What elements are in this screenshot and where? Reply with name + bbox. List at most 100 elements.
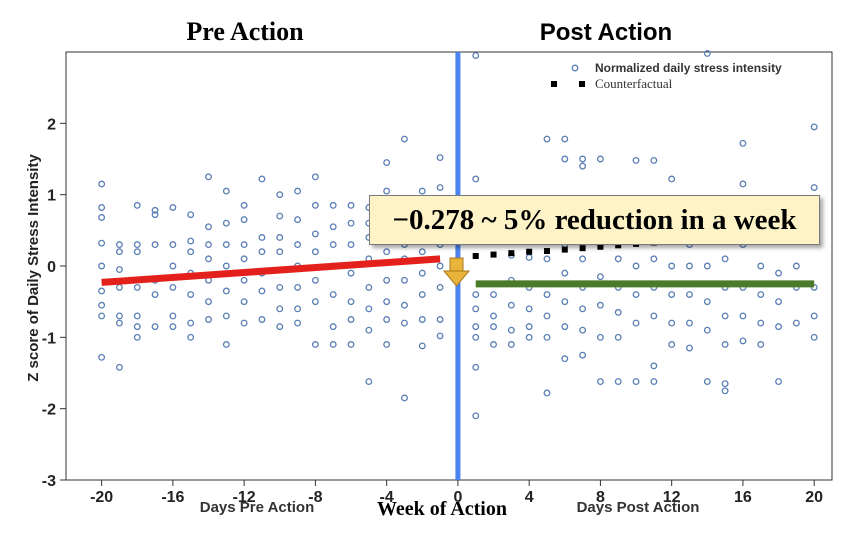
stress-point — [561, 323, 569, 331]
stress-point — [472, 175, 480, 183]
stress-point — [507, 326, 515, 334]
stress-point — [311, 341, 319, 348]
stress-point — [561, 355, 569, 363]
stress-point — [401, 394, 408, 402]
stress-point — [614, 308, 622, 316]
x-tick-label: 12 — [663, 489, 681, 506]
stress-point — [543, 291, 551, 298]
stress-point — [205, 316, 212, 323]
legend-label-stress: Normalized daily stress intensity — [595, 61, 782, 75]
stress-point — [222, 219, 230, 227]
stress-point — [205, 255, 212, 263]
stress-point — [205, 298, 212, 306]
legend: Normalized daily stress intensityCounter… — [551, 61, 782, 91]
y-axis-label: Z score of Daily Stress Intensity — [25, 154, 42, 382]
stress-point — [472, 323, 480, 331]
stress-point — [311, 276, 319, 284]
stress-point — [276, 248, 284, 256]
stress-point — [739, 180, 747, 188]
stress-point — [721, 380, 729, 388]
y-tick-label: 2 — [47, 116, 56, 133]
stress-point — [401, 276, 408, 284]
stress-point — [276, 212, 284, 220]
stress-point — [329, 341, 337, 348]
stress-point — [632, 156, 640, 164]
stress-point — [383, 248, 391, 256]
stress-point — [472, 333, 480, 341]
stress-point — [668, 319, 676, 327]
stress-point — [258, 175, 266, 183]
stress-point — [507, 301, 515, 309]
plot-frame — [65, 51, 833, 481]
stress-point — [276, 323, 284, 331]
stress-point — [240, 298, 248, 306]
stress-point — [757, 291, 765, 298]
stress-point — [294, 283, 302, 291]
stress-point — [810, 123, 818, 131]
reduction-callout: −0.278 ~ 5% reduction in a week — [369, 195, 820, 245]
stress-point — [329, 323, 337, 331]
counterfactual-point — [543, 248, 550, 255]
stress-point — [775, 298, 783, 306]
x-tick-label: -12 — [233, 489, 256, 506]
counterfactual-point — [615, 242, 622, 249]
stress-point — [490, 341, 497, 348]
stress-point — [632, 291, 640, 298]
stress-point — [115, 241, 123, 249]
x-axis-label-left: Days Pre Action — [200, 499, 315, 516]
stress-point — [98, 312, 106, 320]
stress-point — [383, 316, 391, 323]
stress-point — [507, 341, 515, 348]
stress-point — [365, 305, 373, 313]
stress-point — [240, 216, 248, 224]
stress-point — [543, 135, 551, 143]
stress-point — [686, 291, 693, 298]
x-tick-label: 0 — [453, 489, 462, 506]
stress-point — [561, 298, 569, 306]
stress-point — [401, 319, 408, 327]
stress-point — [436, 283, 444, 291]
stress-point — [792, 319, 800, 327]
stress-point — [98, 301, 106, 309]
stress-point — [294, 241, 302, 249]
stress-point — [329, 201, 337, 209]
stress-point — [632, 262, 640, 270]
stress-point — [739, 337, 747, 345]
y-tick-label: 1 — [47, 188, 56, 205]
stress-point — [596, 301, 604, 309]
stress-point — [115, 248, 123, 256]
stress-point — [311, 173, 319, 181]
stress-point — [133, 241, 141, 249]
stress-point — [650, 312, 658, 320]
trend-lines — [101, 255, 815, 288]
stress-point — [205, 241, 212, 249]
stress-point — [775, 269, 783, 277]
stress-point — [98, 204, 106, 211]
stress-point — [686, 319, 693, 327]
stress-point — [757, 341, 765, 348]
stress-point — [383, 276, 391, 284]
counterfactual-point — [490, 251, 497, 258]
stress-point — [401, 135, 408, 143]
y-tick-label: -2 — [42, 402, 56, 419]
x-axis-label-center: Week of Action — [377, 498, 507, 520]
stress-point — [347, 219, 355, 227]
stress-point — [169, 323, 177, 331]
stress-point — [151, 241, 159, 249]
stress-point — [418, 291, 426, 298]
counterfactual-point — [561, 246, 568, 253]
stress-point — [525, 253, 533, 261]
x-tick-label: -4 — [380, 489, 394, 506]
stress-point — [561, 269, 569, 277]
heading-post-action: Post Action — [540, 19, 672, 46]
stress-point — [169, 283, 177, 291]
stress-point — [472, 363, 480, 371]
stress-point — [151, 211, 159, 219]
stress-point — [525, 333, 533, 341]
stress-point — [276, 191, 284, 199]
stress-point — [703, 49, 711, 57]
stress-point — [668, 341, 676, 348]
stress-point — [222, 341, 230, 348]
pre-action-trend-line — [101, 255, 441, 286]
stress-point — [258, 316, 266, 323]
